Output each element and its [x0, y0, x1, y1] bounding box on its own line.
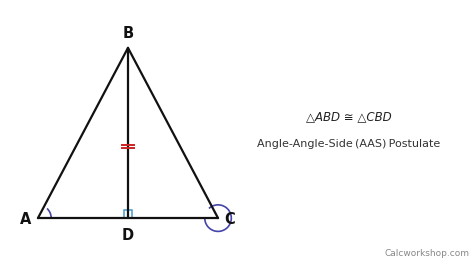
- Text: A: A: [20, 212, 32, 227]
- Text: D: D: [122, 228, 134, 243]
- Text: Angle-Angle-Side (AAS) Postulate: Angle-Angle-Side (AAS) Postulate: [257, 139, 440, 149]
- Text: △ABD ≅ △CBD: △ABD ≅ △CBD: [306, 111, 391, 123]
- Bar: [124, 210, 132, 218]
- Text: Calcworkshop.com: Calcworkshop.com: [384, 249, 469, 258]
- Text: B: B: [122, 26, 134, 41]
- Text: C: C: [225, 212, 235, 227]
